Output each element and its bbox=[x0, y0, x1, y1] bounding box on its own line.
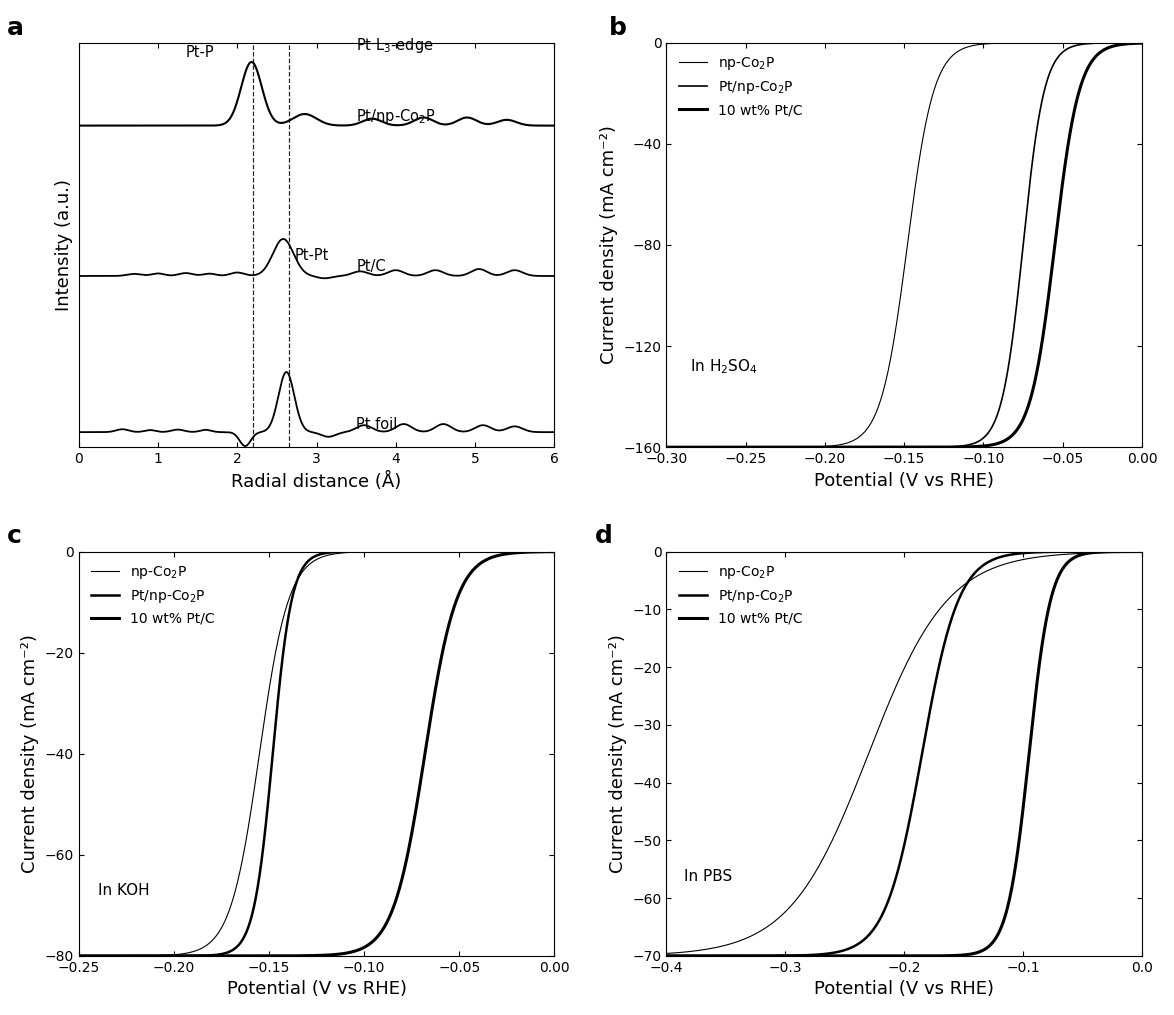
Text: Pt/np-Co$_2$P: Pt/np-Co$_2$P bbox=[356, 107, 436, 126]
Text: c: c bbox=[7, 525, 22, 548]
Text: Pt foil: Pt foil bbox=[356, 417, 398, 431]
Text: Pt/C: Pt/C bbox=[356, 260, 386, 274]
Legend: np-Co$_2$P, Pt/np-Co$_2$P, 10 wt% Pt/C: np-Co$_2$P, Pt/np-Co$_2$P, 10 wt% Pt/C bbox=[674, 50, 808, 123]
X-axis label: Radial distance (Å): Radial distance (Å) bbox=[231, 472, 402, 490]
Y-axis label: Intensity (a.u.): Intensity (a.u.) bbox=[55, 179, 73, 311]
Y-axis label: Current density (mA cm⁻²): Current density (mA cm⁻²) bbox=[600, 126, 618, 364]
Text: Pt-Pt: Pt-Pt bbox=[295, 248, 329, 263]
Text: Pt-P: Pt-P bbox=[185, 46, 215, 60]
Text: In PBS: In PBS bbox=[684, 869, 733, 884]
Legend: np-Co$_2$P, Pt/np-Co$_2$P, 10 wt% Pt/C: np-Co$_2$P, Pt/np-Co$_2$P, 10 wt% Pt/C bbox=[674, 558, 808, 631]
Text: In H$_2$SO$_4$: In H$_2$SO$_4$ bbox=[690, 357, 758, 376]
Y-axis label: Current density (mA cm⁻²): Current density (mA cm⁻²) bbox=[609, 634, 627, 873]
Text: In KOH: In KOH bbox=[97, 883, 149, 898]
X-axis label: Potential (V vs RHE): Potential (V vs RHE) bbox=[227, 980, 406, 999]
Text: a: a bbox=[7, 15, 25, 40]
X-axis label: Potential (V vs RHE): Potential (V vs RHE) bbox=[815, 980, 994, 999]
Y-axis label: Current density (mA cm⁻²): Current density (mA cm⁻²) bbox=[21, 634, 39, 873]
X-axis label: Potential (V vs RHE): Potential (V vs RHE) bbox=[815, 472, 994, 489]
Text: d: d bbox=[595, 525, 613, 548]
Text: Pt L$_3$-edge: Pt L$_3$-edge bbox=[356, 37, 433, 56]
Text: b: b bbox=[609, 15, 627, 40]
Legend: np-Co$_2$P, Pt/np-Co$_2$P, 10 wt% Pt/C: np-Co$_2$P, Pt/np-Co$_2$P, 10 wt% Pt/C bbox=[86, 558, 221, 631]
